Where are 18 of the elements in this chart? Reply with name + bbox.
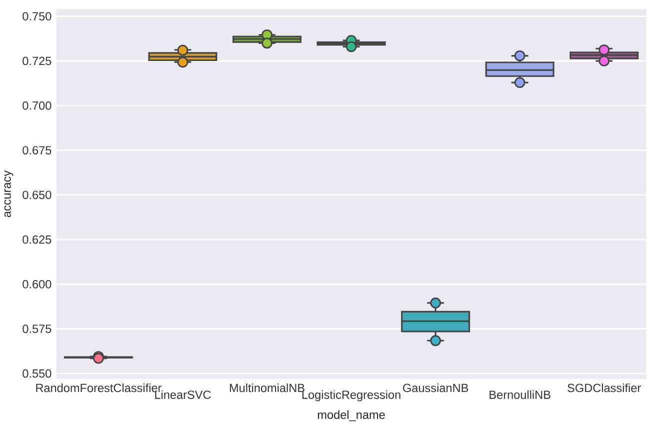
x-tick-label: LogisticRegression <box>302 390 400 402</box>
x-tick-label: BernoulliNB <box>490 390 550 399</box>
y-tick-label: 0.575 <box>22 324 52 333</box>
y-axis-title: accuracy <box>4 170 14 217</box>
y-tick-label: 0.550 <box>22 369 52 378</box>
y-tick-label: 0.675 <box>22 146 52 154</box>
x-axis-title: model_name <box>318 410 385 421</box>
y-tick-label: 0.725 <box>22 56 52 65</box>
x-tick-label: SGDClassifier <box>568 383 641 392</box>
y-tick-label: 0.600 <box>22 280 52 288</box>
y-tick-label: 0.650 <box>22 190 52 199</box>
x-tick-label: LinearSVC <box>155 390 211 399</box>
y-tick-label: 0.700 <box>22 101 52 110</box>
y-tick-label: 0.750 <box>22 12 52 20</box>
x-tick-label: RandomForestClassifier <box>36 383 162 392</box>
y-tick-label: 0.625 <box>22 235 52 244</box>
x-tick-label: MultinomialNB <box>230 383 304 392</box>
x-tick-label: GaussianNB <box>403 383 468 392</box>
